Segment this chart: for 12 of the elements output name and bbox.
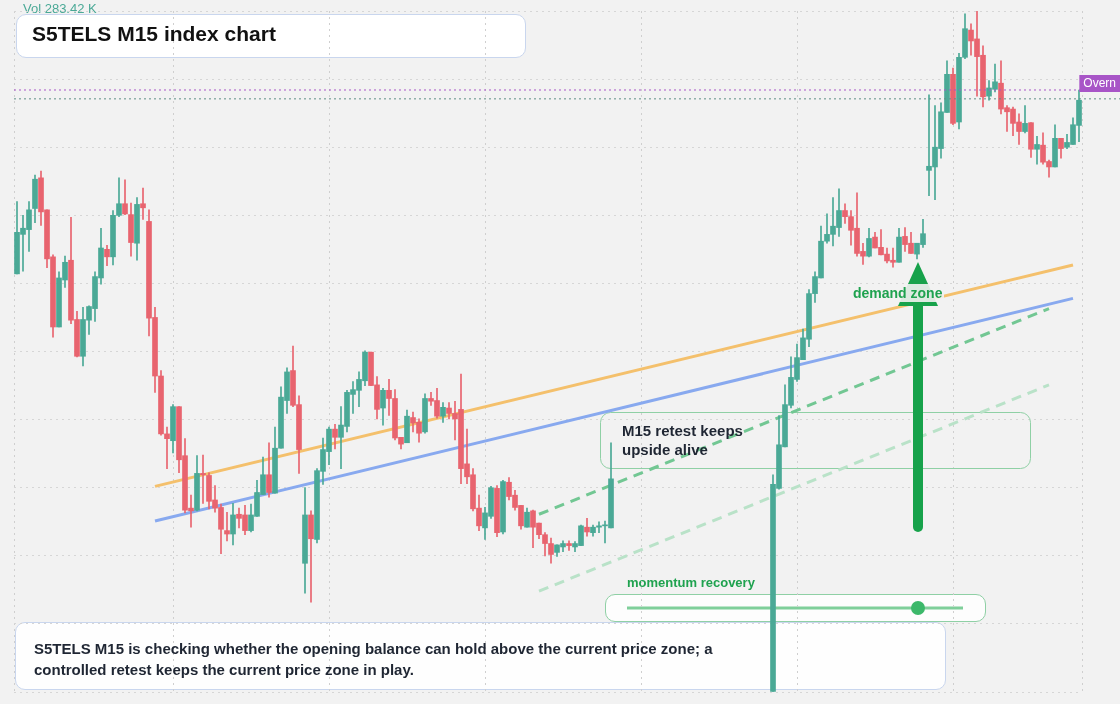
candlestick (1034, 135, 1040, 165)
annotation: demand zone (851, 284, 945, 302)
annotation: S5TELS M15 is checking whether the opening balance can hold above the current price zone; a controlled retest keeps the current price zone in play. (34, 639, 714, 680)
candlestick (224, 511, 230, 542)
candlestick (140, 187, 146, 220)
annotation: momentum recovery (627, 575, 755, 590)
annotation: M15 retest keeps upside alive (622, 421, 744, 459)
candlestick (566, 540, 572, 551)
ref-line-label: Overn (1083, 75, 1117, 90)
candlestick (200, 454, 206, 504)
candlestick (164, 426, 170, 469)
text: S5TELS M15 index chart (32, 22, 276, 46)
